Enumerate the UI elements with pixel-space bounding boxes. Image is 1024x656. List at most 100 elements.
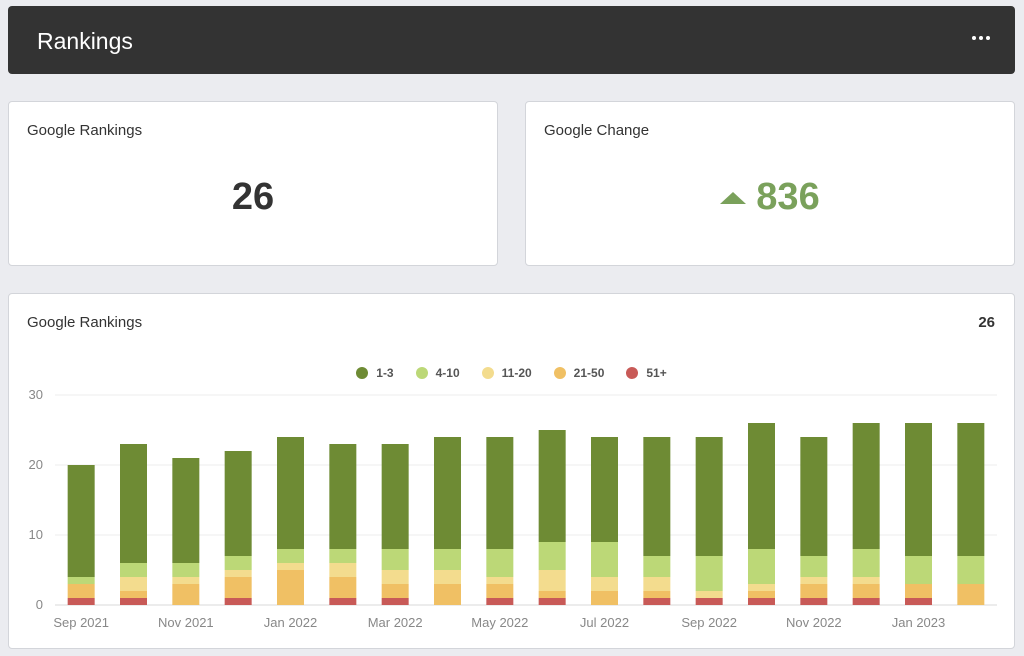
bar-segment-4-10 [277, 549, 304, 563]
bar-segment-11-20 [381, 570, 409, 584]
x-tick-label: Jan 2023 [892, 615, 946, 630]
bar-segment-51+ [329, 598, 357, 605]
bar-segment-11-20 [434, 570, 461, 584]
bar-segment-21-50 [67, 584, 95, 598]
chart-total: 26 [978, 314, 995, 331]
bar-segment-1-3 [67, 465, 95, 577]
legend-dot-icon [481, 367, 494, 379]
bar-segment-21-50 [172, 584, 200, 605]
bar-segment-11-20 [800, 577, 828, 584]
x-tick-label: Sep 2022 [681, 615, 737, 630]
kpi-title: Google Change [544, 122, 650, 139]
x-tick-label: Sep 2021 [53, 615, 109, 630]
bar-segment-1-3 [852, 423, 880, 549]
bar-segment-4-10 [643, 556, 671, 577]
bar-segment-4-10 [905, 556, 932, 584]
y-tick-label: 30 [29, 387, 43, 402]
legend-dot-icon [626, 367, 639, 379]
legend-label: 4-10 [435, 366, 460, 380]
legend-dot-icon [415, 367, 428, 379]
bar-segment-21-50 [224, 577, 252, 598]
bar-segment-51+ [643, 598, 671, 605]
legend-item[interactable]: 21-50 [553, 366, 605, 380]
bar-segment-1-3 [120, 444, 147, 563]
bar-segment-21-50 [329, 577, 357, 598]
bar-segment-21-50 [538, 591, 566, 598]
bar-segment-11-20 [172, 577, 200, 584]
chart-card-title: Google Rankings [27, 314, 143, 331]
bar-segment-21-50 [800, 584, 828, 598]
bar-segment-1-3 [277, 437, 304, 549]
bar-segment-4-10 [538, 542, 566, 570]
y-tick-label: 0 [36, 597, 43, 612]
bar-segment-51+ [800, 598, 828, 605]
bar-segment-51+ [538, 598, 566, 605]
x-tick-label: Jul 2022 [580, 615, 629, 630]
bar-segment-1-3 [434, 437, 461, 549]
bar-segment-1-3 [538, 430, 566, 542]
x-tick-label: Jan 2022 [264, 615, 318, 630]
google-rankings-kpi-card: Google Rankings 26 [8, 101, 498, 266]
bar-segment-11-20 [329, 563, 357, 577]
bar-segment-51+ [486, 598, 514, 605]
legend-item[interactable]: 1-3 [356, 366, 394, 380]
bar-segment-21-50 [434, 584, 461, 605]
bar-segment-4-10 [120, 563, 147, 577]
legend-label: 1-3 [376, 366, 394, 380]
bar-segment-11-20 [852, 577, 880, 584]
bar-segment-1-3 [695, 437, 723, 556]
x-tick-label: Nov 2021 [158, 615, 214, 630]
x-tick-label: May 2022 [471, 615, 528, 630]
bar-segment-1-3 [957, 423, 985, 556]
bar-segment-1-3 [329, 444, 357, 549]
legend-item[interactable]: 4-10 [415, 366, 460, 380]
y-tick-label: 10 [29, 527, 43, 542]
google-rankings-chart-card: Google Rankings 26 1-3 4-10 11-20 21-50 51+ … [8, 293, 1015, 649]
legend-dot-icon [553, 367, 566, 379]
x-tick-label: Nov 2022 [786, 615, 842, 630]
kpi-title: Google Rankings [27, 122, 143, 139]
bar-segment-21-50 [905, 584, 932, 598]
bar-segment-51+ [120, 598, 147, 605]
bar-segment-4-10 [748, 549, 775, 584]
bar-segment-21-50 [852, 584, 880, 598]
bar-segment-21-50 [748, 591, 775, 598]
bar-segment-4-10 [172, 563, 200, 577]
bar-segment-1-3 [905, 423, 932, 556]
bar-segment-1-3 [591, 437, 618, 542]
bar-segment-11-20 [120, 577, 147, 591]
bar-segment-4-10 [224, 556, 252, 570]
bar-segment-51+ [381, 598, 409, 605]
bar-segment-21-50 [120, 591, 147, 598]
bar-segment-1-3 [172, 458, 200, 563]
bar-segment-21-50 [381, 584, 409, 598]
bar-segment-11-20 [591, 577, 618, 591]
legend-item[interactable]: 51+ [626, 366, 667, 380]
bar-segment-11-20 [695, 591, 723, 598]
legend-item[interactable]: 11-20 [481, 366, 532, 380]
bar-segment-4-10 [67, 577, 95, 584]
page-header: Rankings [8, 6, 1015, 74]
bar-segment-4-10 [486, 549, 514, 577]
bar-segment-21-50 [591, 591, 618, 605]
bar-segment-11-20 [538, 570, 566, 591]
legend-label: 21-50 [573, 366, 605, 380]
bar-segment-21-50 [957, 584, 985, 605]
up-arrow-icon [720, 191, 747, 204]
more-dot-icon [986, 36, 990, 40]
more-options-button[interactable] [969, 30, 993, 46]
google-change-kpi-card: Google Change 836 [525, 101, 1015, 266]
bar-segment-4-10 [381, 549, 409, 570]
legend-dot-icon [356, 367, 369, 379]
more-dot-icon [979, 36, 983, 40]
bar-segment-4-10 [852, 549, 880, 577]
bar-segment-51+ [67, 598, 95, 605]
more-dot-icon [972, 36, 976, 40]
bar-segment-4-10 [800, 556, 828, 577]
bar-segment-51+ [748, 598, 775, 605]
x-tick-label: Mar 2022 [368, 615, 423, 630]
bar-segment-51+ [905, 598, 932, 605]
bar-segment-4-10 [434, 549, 461, 570]
bar-segment-51+ [695, 598, 723, 605]
kpi-change: 836 [526, 176, 1014, 219]
